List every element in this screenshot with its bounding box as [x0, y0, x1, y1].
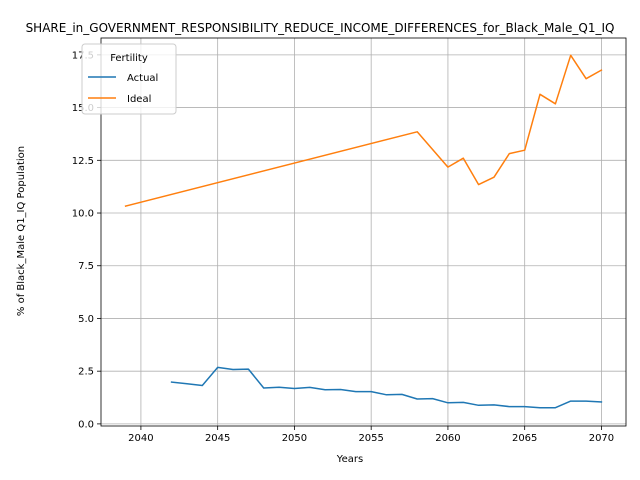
grid — [101, 38, 626, 426]
legend-label-ideal: Ideal — [127, 94, 151, 105]
x-tick-label: 2070 — [589, 433, 614, 444]
x-tick-label: 2050 — [282, 433, 307, 444]
y-tick-label: 0.0 — [78, 419, 94, 430]
x-tick-label: 2055 — [358, 433, 383, 444]
legend: Fertility Actual Ideal — [81, 43, 177, 115]
series-line-ideal — [124, 54, 603, 208]
legend-box — [81, 43, 177, 115]
y-tick-label: 7.5 — [78, 261, 94, 272]
series-line-actual — [170, 366, 603, 409]
y-axis-label: % of Black_Male Q1_IQ Population — [16, 146, 27, 316]
x-tick-label: 2060 — [435, 433, 460, 444]
x-tick-label: 2045 — [205, 433, 230, 444]
x-axis-label: Years — [336, 454, 363, 465]
plot-area-frame — [100, 37, 627, 427]
series-lines — [124, 54, 603, 409]
legend-title: Fertility — [110, 53, 148, 64]
legend-label-actual: Actual — [127, 73, 158, 84]
x-tick-label: 2065 — [512, 433, 537, 444]
x-tick-label: 2040 — [128, 433, 153, 444]
y-tick-label: 2.5 — [78, 367, 94, 378]
y-tick-label: 5.0 — [78, 314, 94, 325]
y-tick-label: 10.0 — [72, 209, 94, 220]
chart-title: SHARE_in_GOVERNMENT_RESPONSIBILITY_REDUC… — [26, 21, 615, 35]
y-tick-label: 12.5 — [72, 156, 94, 167]
